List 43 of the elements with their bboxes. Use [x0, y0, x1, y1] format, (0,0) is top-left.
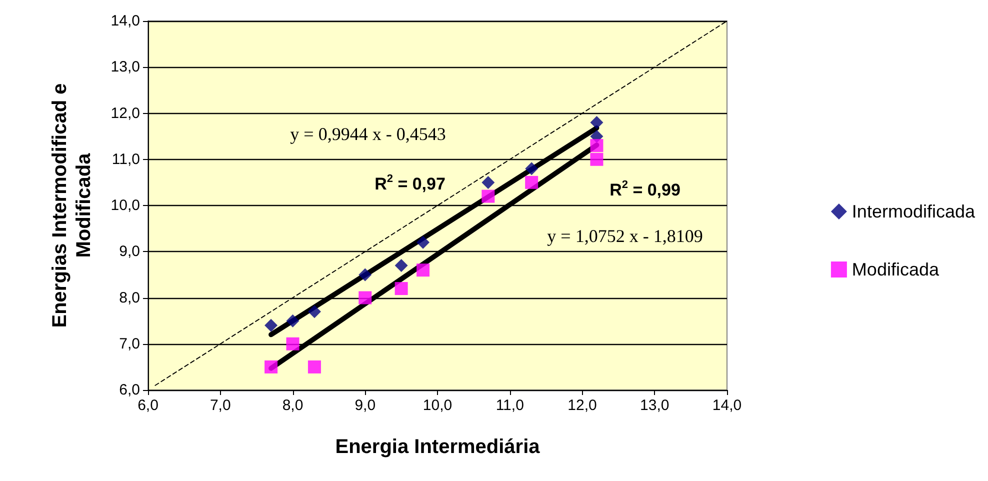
point — [482, 190, 495, 203]
y-tick-label: 12,0 — [110, 104, 140, 122]
y-tick-label: 9,0 — [119, 243, 140, 260]
y-tick-label: 8,0 — [119, 289, 140, 306]
point — [416, 264, 430, 277]
point — [286, 314, 300, 328]
point — [358, 268, 372, 282]
point — [308, 360, 321, 374]
annotation: y = 0,9944 x - 0,4543 — [290, 124, 446, 144]
x-axis-title: Energia Intermediária — [335, 436, 541, 458]
y-tick-label: 6,0 — [119, 382, 140, 398]
y-tick-label: 13,0 — [110, 58, 140, 76]
y-tick-label: 11,0 — [112, 150, 140, 168]
x-tick-label: 7,0 — [210, 397, 231, 414]
point — [590, 152, 604, 166]
x-tick-label: 14,0 — [712, 397, 742, 414]
x-tick-label: 10,0 — [422, 397, 452, 414]
x-tick-label: 9,0 — [354, 397, 376, 414]
point — [286, 337, 300, 350]
x-tick-label: 11,0 — [496, 397, 524, 414]
point — [358, 291, 372, 304]
point — [264, 318, 278, 332]
point — [394, 258, 408, 272]
point — [525, 162, 538, 176]
y-tick-label: 10,0 — [110, 197, 140, 214]
y-tick-label: 14,0 — [110, 12, 140, 30]
annotation: y = 1,0752 x - 1,8109 — [547, 226, 703, 246]
point — [416, 236, 430, 249]
x-tick-label: 13,0 — [640, 397, 670, 414]
point — [590, 139, 604, 152]
legend-label: Intermodificada — [852, 202, 976, 222]
x-tick-label: 6,0 — [138, 397, 158, 414]
x-tick-label: 12,0 — [568, 397, 597, 414]
x-tick-label: 8,0 — [282, 397, 304, 414]
point — [264, 360, 278, 374]
point — [482, 176, 495, 189]
y-tick-label: 7,0 — [119, 335, 140, 352]
point — [525, 176, 538, 189]
point — [394, 282, 408, 296]
y-axis-title: Energias Intermodificad e Modificada — [49, 83, 95, 328]
point — [590, 116, 604, 129]
point — [308, 305, 321, 318]
legend-label: Modificada — [852, 260, 940, 280]
